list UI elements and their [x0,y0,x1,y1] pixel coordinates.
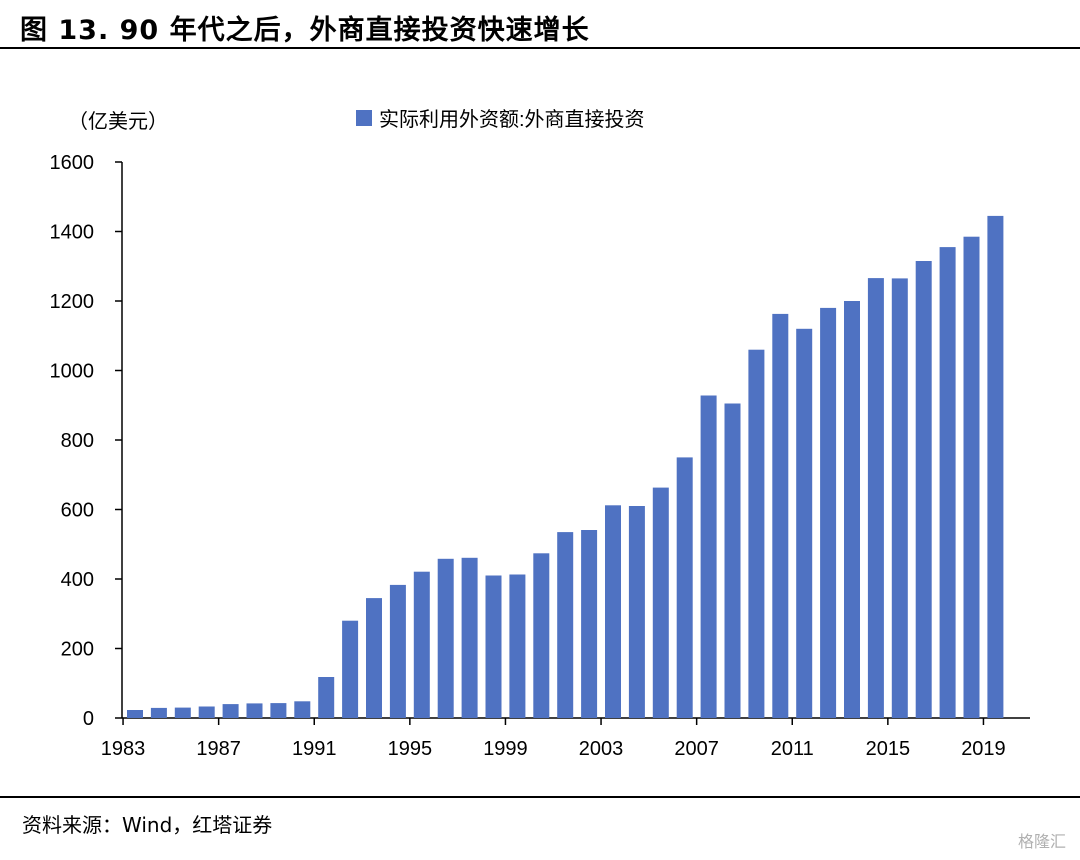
bar-2007 [700,395,717,718]
legend-swatch [356,110,372,126]
x-tick-label: 2015 [866,738,911,760]
bar-1995 [413,571,430,718]
y-tick-label: 1600 [50,152,95,174]
bar-2012 [820,307,837,718]
bar-2006 [676,457,693,718]
bar-1990 [294,701,311,718]
x-tick-label: 1991 [292,738,337,760]
bar-1998 [485,575,502,718]
bar-1996 [437,558,454,718]
x-tick-label: 2007 [674,738,719,760]
bar-chart: （亿美元） 实际利用外资额:外商直接投资 0 200 400 600 800 1000 12… [50,108,1030,760]
x-tick-label: 2019 [961,738,1006,760]
bar-2017 [939,247,956,718]
bar-2000 [533,553,550,718]
bar-2009 [748,349,765,718]
bar-2014 [867,278,884,718]
x-tick-label: 2011 [771,738,814,760]
x-tick-label: 1987 [196,738,241,760]
bar-1984 [150,707,167,718]
y-tick-label: 0 [83,708,94,730]
bar-1989 [270,703,287,718]
bar-2002 [581,530,598,718]
bar-1986 [198,706,215,718]
y-ticks: 0 200 400 600 800 1000 1200 1400 1600 [50,152,122,730]
x-ticks: 1983 1987 1991 1995 1999 2003 2007 2011 2015 2019 [101,718,1006,760]
y-tick-label: 1000 [50,361,95,383]
bars [127,215,1004,718]
x-tick-label: 1983 [101,738,146,760]
bar-2008 [724,403,741,718]
x-tick-label: 1995 [388,738,433,760]
bottom-rule [0,796,1080,798]
bar-2004 [628,506,645,718]
source-note: 资料来源：Wind，红塔证券 [22,813,273,837]
bar-2018 [963,236,980,718]
bar-2013 [844,301,860,718]
bar-1993 [366,598,382,718]
bar-1992 [342,620,359,718]
bar-1994 [389,584,406,718]
y-tick-label: 200 [61,639,94,661]
bar-2010 [772,313,789,718]
x-tick-label: 1999 [483,738,528,760]
legend-label: 实际利用外资额:外商直接投资 [379,108,645,131]
bar-2016 [915,261,932,718]
y-tick-label: 800 [61,430,94,452]
bar-1988 [246,703,263,718]
y-tick-label: 600 [61,500,94,522]
bar-1983 [127,710,143,718]
bar-1999 [509,574,526,718]
bar-1987 [222,704,239,718]
bar-2001 [557,532,574,718]
top-rule [0,47,1080,49]
bar-2019 [987,215,1004,718]
chart-title: 图 13. 90 年代之后，外商直接投资快速增长 [20,15,590,46]
y-tick-label: 1200 [50,291,95,313]
bar-2003 [605,505,621,718]
y-tick-label: 1400 [50,222,95,244]
bar-1991 [318,677,335,718]
watermark: 格隆汇 [1017,832,1066,851]
bar-2015 [891,278,908,718]
bar-1985 [174,707,191,718]
x-tick-label: 2003 [579,738,624,760]
y-axis-unit-label: （亿美元） [68,110,168,133]
bar-2011 [796,328,813,718]
bar-2005 [652,487,669,718]
y-tick-label: 400 [61,569,94,591]
bar-1997 [461,557,478,718]
